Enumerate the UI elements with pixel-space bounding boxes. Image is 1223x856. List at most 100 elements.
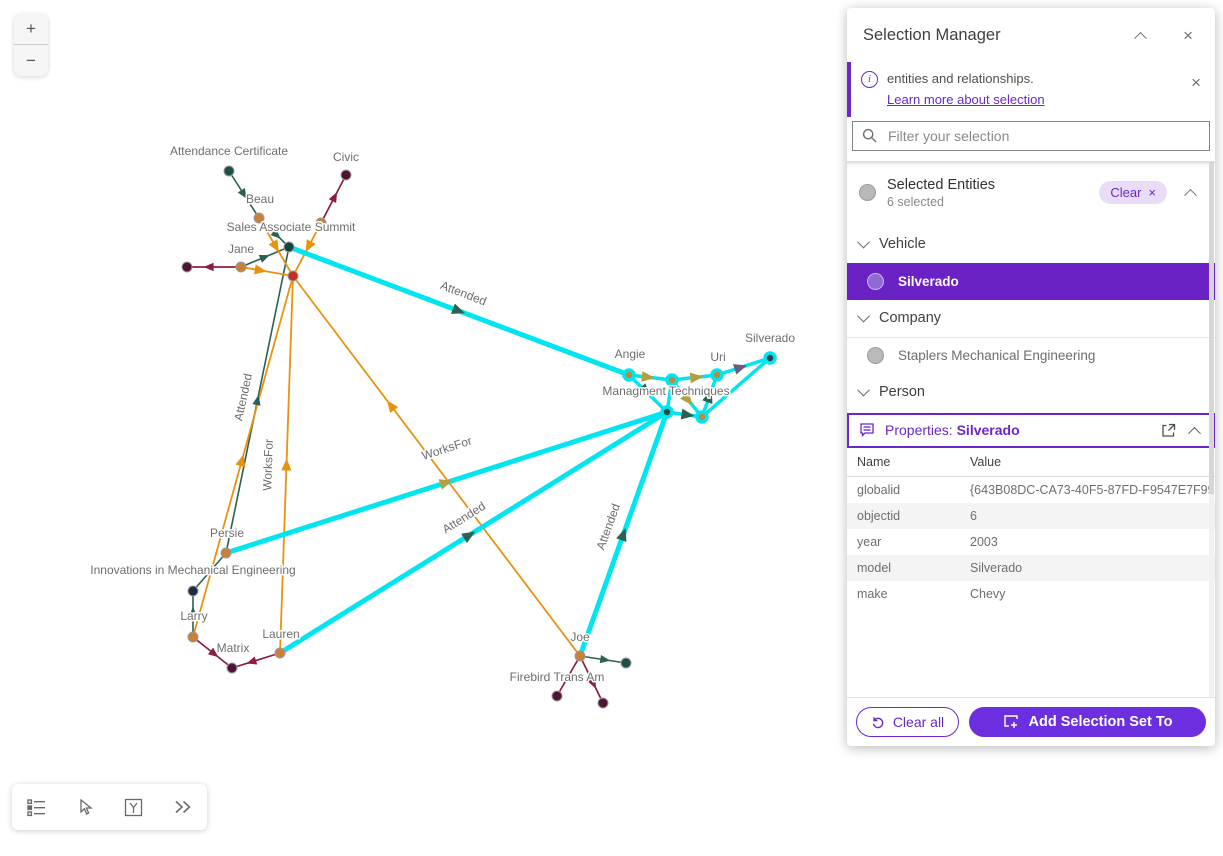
graph-label: Attendance Certificate <box>170 144 288 158</box>
graph-label: Joe <box>570 630 590 644</box>
zoom-out-button[interactable]: − <box>14 45 48 76</box>
graph-node-hub[interactable] <box>660 405 674 419</box>
selection-manager-panel: Selection Manager × i entities and relat… <box>847 8 1215 746</box>
group-header-company[interactable]: Company <box>847 300 1215 337</box>
open-external-icon[interactable] <box>1161 423 1176 438</box>
panel-footer: Clear all Add Selection Set To <box>847 697 1215 746</box>
dismiss-banner-icon[interactable]: × <box>1187 70 1205 95</box>
graph-node-fbL[interactable] <box>551 690 563 702</box>
graph-node-rightN[interactable] <box>695 410 709 424</box>
edge-arrow-icon <box>680 408 695 420</box>
graph-node-red[interactable] <box>287 270 299 282</box>
property-cell: year <box>857 534 882 549</box>
graph-node-larry[interactable] <box>187 631 199 643</box>
zoom-in-button[interactable]: + <box>14 14 48 45</box>
collapse-entities-icon[interactable] <box>1182 181 1199 204</box>
group-header-vehicle[interactable]: Vehicle <box>847 226 1215 263</box>
graph-edge-joe-fbR[interactable] <box>579 655 604 704</box>
entity-row-silverado[interactable]: Silverado <box>847 262 1215 300</box>
edge-arrow-icon <box>207 647 219 658</box>
graph-node-matrix[interactable] <box>226 662 238 674</box>
select-cursor-icon[interactable] <box>74 796 96 818</box>
graph-label: Matrix <box>217 641 250 655</box>
graph-node-civic[interactable] <box>340 169 352 181</box>
graph-edge-joe-red[interactable] <box>292 275 581 657</box>
edge-arrow-icon <box>246 656 258 665</box>
graph-node-jane[interactable] <box>235 261 247 273</box>
property-cell: 2003 <box>970 534 998 549</box>
panel-title: Selection Manager <box>863 25 1001 44</box>
clear-selection-chip[interactable]: Clear × <box>1099 181 1167 205</box>
add-selection-set-button[interactable]: Add Selection Set To <box>969 707 1206 737</box>
graph-node-summit[interactable] <box>283 241 295 253</box>
edge-arrow-icon <box>305 239 316 253</box>
scrollbar-thumb[interactable] <box>1209 161 1214 494</box>
edge-arrow-icon <box>689 372 704 384</box>
expand-icon[interactable] <box>172 796 194 818</box>
filter-selection-input[interactable] <box>886 126 1200 145</box>
edge-arrow-icon <box>438 479 453 490</box>
collapse-properties-icon[interactable] <box>1186 419 1203 442</box>
graph-node-fbR[interactable] <box>597 697 609 709</box>
entity-bullet-icon <box>867 347 884 365</box>
edge-arrow-icon <box>203 262 214 272</box>
graph-node-joe[interactable] <box>574 650 586 662</box>
graph-node-tealR[interactable] <box>620 657 632 669</box>
graph-node-orgR[interactable] <box>315 217 327 229</box>
property-row-make[interactable]: make Chevy <box>847 581 1215 607</box>
search-icon <box>862 129 877 143</box>
add-selection-label: Add Selection Set To <box>1028 714 1173 730</box>
graph-node-uri[interactable] <box>710 368 724 382</box>
table-header-value: Value <box>960 447 1215 477</box>
graph-node-silverado[interactable] <box>763 351 777 365</box>
panel-scrollbar[interactable] <box>1209 161 1214 697</box>
graph-edge-lauren-matrix[interactable] <box>231 652 281 669</box>
edge-arrow-icon <box>235 454 246 468</box>
graph-label: Uri <box>710 350 725 364</box>
edge-arrow-icon <box>270 228 281 239</box>
edge-arrow-icon <box>680 391 693 406</box>
property-row-year[interactable]: year 2003 <box>847 529 1215 555</box>
property-row-globalid[interactable]: globalid {643B08DC-CA73-40F5-87FD-F9547E7… <box>847 476 1215 503</box>
graph-node-beau[interactable] <box>253 212 265 224</box>
edge-arrow-icon <box>281 458 292 471</box>
entity-row-staplers-mechanical-engineering[interactable]: Staplers Mechanical Engineering <box>847 336 1215 374</box>
entity-bullet-icon <box>867 273 884 291</box>
property-row-objectid[interactable]: objectid 6 <box>847 502 1215 529</box>
graph-node-angie[interactable] <box>622 368 636 382</box>
close-panel-icon[interactable]: × <box>1179 23 1197 48</box>
info-text: entities and relationships. <box>887 71 1034 86</box>
graph-node-ac[interactable] <box>223 165 235 177</box>
clear-all-label: Clear all <box>892 714 945 730</box>
panel-header: Selection Manager × <box>847 8 1215 62</box>
graph-label: Angie <box>615 347 646 361</box>
property-row-model[interactable]: model Silverado <box>847 554 1215 581</box>
graph-node-middle[interactable] <box>665 373 679 387</box>
clear-chip-x-icon: × <box>1148 185 1156 201</box>
collapse-panel-icon[interactable] <box>1132 24 1149 47</box>
graph-node-lauren[interactable] <box>274 647 286 659</box>
legend-list-icon[interactable] <box>25 796 47 818</box>
clear-all-button[interactable]: Clear all <box>856 707 959 737</box>
graph-label: Attended <box>231 372 255 422</box>
graph-node-darkL[interactable] <box>181 261 193 273</box>
learn-more-link[interactable]: Learn more about selection <box>887 91 1045 107</box>
graph-node-persie[interactable] <box>220 547 232 559</box>
graph-edge-rightN-silverado[interactable] <box>700 356 772 419</box>
property-cell: Chevy <box>970 586 1006 601</box>
group-label: Vehicle <box>879 235 926 252</box>
graph-label: Managment Techniques <box>602 384 729 398</box>
property-cell: 6 <box>970 508 977 523</box>
graph-select-icon[interactable] <box>123 796 145 818</box>
edge-arrow-icon <box>237 188 247 199</box>
entity-label: Staplers Mechanical Engineering <box>898 348 1096 364</box>
chevron-down-icon <box>857 310 870 323</box>
graph-label: WorksFor <box>420 434 474 463</box>
graph-edge-jane-red[interactable] <box>240 266 294 277</box>
group-header-person[interactable]: Person <box>847 374 1215 411</box>
table-header-name: Name <box>847 447 960 477</box>
edge-arrow-icon <box>188 606 198 617</box>
graph-node-innov[interactable] <box>187 585 199 597</box>
